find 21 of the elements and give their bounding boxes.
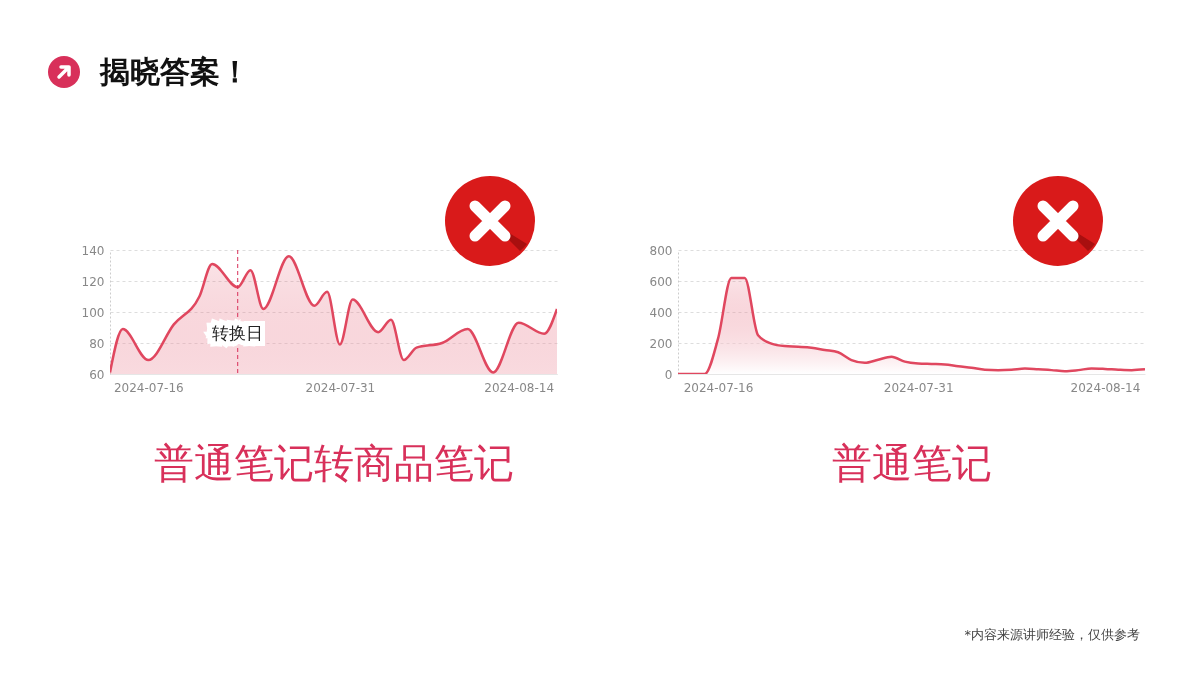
text: 普通笔记 — [831, 440, 992, 486]
y-tick-label: 600 — [649, 274, 673, 289]
y-tick-label: 80 — [89, 336, 105, 351]
y-tick-label: 140 — [81, 243, 105, 258]
y-tick-label: 800 — [649, 243, 673, 258]
y-tick-label: 60 — [89, 367, 105, 382]
text: *内容来源讲师经验，仅供参考 — [964, 626, 1140, 644]
x-tick-label: 2024-07-16 — [683, 380, 754, 395]
x-tick-label: 2024-07-16 — [113, 380, 184, 395]
y-tick-label: 0 — [664, 367, 673, 382]
text: 揭晓答案！ — [100, 53, 250, 91]
x-tick-label: 2024-08-14 — [484, 380, 555, 395]
y-tick-label: 120 — [81, 274, 105, 289]
x-tick-label: 2024-07-31 — [305, 380, 376, 395]
x-tick-label: 2024-07-31 — [883, 380, 954, 395]
x-tick-label: 2024-08-14 — [1070, 380, 1141, 395]
y-tick-label: 100 — [81, 305, 105, 320]
ref-line-label: 转换日 — [212, 323, 264, 343]
text: 普通笔记转商品笔记 — [153, 440, 514, 486]
y-tick-label: 400 — [649, 305, 673, 320]
y-tick-label: 200 — [649, 336, 673, 351]
